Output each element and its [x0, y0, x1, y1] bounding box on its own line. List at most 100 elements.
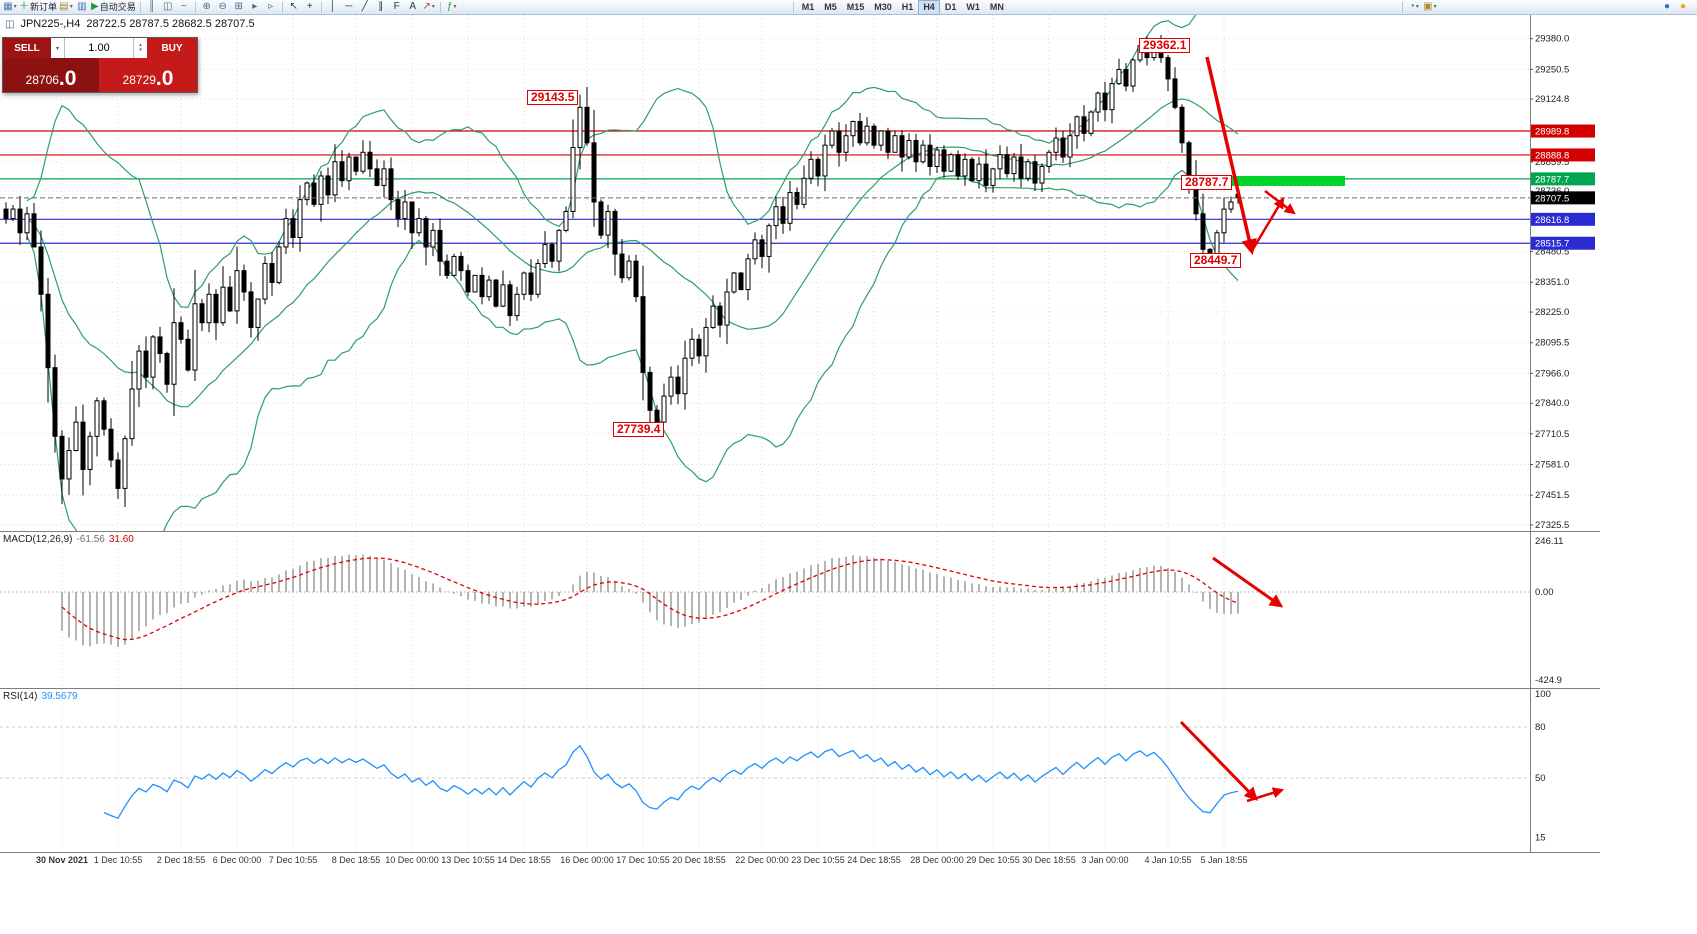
sell-price[interactable]: 28706.0: [3, 58, 99, 92]
sell-price-big-digit: .0: [58, 67, 77, 90]
timeframe-m1[interactable]: M1: [801, 1, 815, 12]
price-annotation[interactable]: 28787.7: [1181, 175, 1233, 190]
rsi-panel[interactable]: 100 80 50 15: [0, 688, 1600, 852]
trend-arrows[interactable]: [1205, 56, 1296, 256]
zoom-in-icon[interactable]: ⊕: [199, 1, 215, 14]
text-label-icon[interactable]: A: [405, 1, 421, 14]
svg-text:27325.5: 27325.5: [1535, 520, 1569, 531]
templates-icon-caret: ▾: [1433, 4, 1437, 10]
timeframe-w1[interactable]: W1: [966, 1, 980, 12]
time-axis-label: 20 Dec 18:55: [672, 855, 726, 865]
timeframe-h4[interactable]: H4: [918, 0, 940, 15]
timeframe-m5[interactable]: M5: [824, 1, 837, 12]
timeframe-m30[interactable]: M30: [874, 1, 892, 12]
price-annotation[interactable]: 29362.1: [1139, 38, 1191, 53]
macd-signal-value: 31.60: [108, 534, 134, 545]
volume-down-icon[interactable]: ▾: [139, 47, 142, 53]
buy-button[interactable]: BUY: [147, 38, 197, 58]
zoom-out-icon[interactable]: ⊖: [215, 1, 231, 14]
chart-profiles-icon-caret: ▾: [69, 4, 73, 10]
crosshair-icon[interactable]: +: [302, 1, 318, 14]
alerts-clock-icon[interactable]: ◔ ▾: [1406, 1, 1422, 14]
svg-text:28989.8: 28989.8: [1535, 127, 1569, 138]
svg-text:-424.9: -424.9: [1535, 675, 1562, 686]
horizontal-line-icon[interactable]: ─: [341, 1, 357, 14]
chart-symbol-period: JPN225-,H4: [20, 18, 81, 30]
connection-blue-icon: ●: [1663, 1, 1671, 12]
tile-windows-icon[interactable]: ⊞: [231, 1, 247, 14]
time-axis-label: 7 Dec 10:55: [268, 855, 318, 865]
time-axis-label: 4 Jan 10:55: [1144, 855, 1192, 865]
auto-scroll-icon: ▸: [252, 1, 258, 12]
fibonacci-icon[interactable]: F: [389, 1, 405, 14]
new-chart-icon[interactable]: ▦ ▾: [2, 1, 18, 14]
vertical-line-icon[interactable]: │: [325, 1, 341, 14]
auto-scroll-icon[interactable]: ▸: [247, 1, 263, 14]
rsi-trend-arrow[interactable]: [1179, 720, 1285, 803]
text-label-icon: A: [409, 1, 417, 12]
horizontal-line-icon: ─: [345, 1, 353, 12]
timeframe-m15[interactable]: M15: [846, 1, 865, 12]
svg-text:80: 80: [1535, 722, 1546, 733]
svg-text:15: 15: [1535, 833, 1546, 844]
price-annotation[interactable]: 29143.5: [527, 90, 579, 105]
cursor-group: ↖ +: [286, 1, 318, 14]
channel-icon[interactable]: ∥: [373, 1, 389, 14]
main-chart[interactable]: 29380.029250.529124.828859.528736.028480…: [0, 15, 1600, 531]
market-watch-icon[interactable]: ▥: [74, 1, 90, 14]
price-axis[interactable]: 29380.029250.529124.828859.528736.028480…: [1530, 15, 1595, 531]
svg-text:27966.0: 27966.0: [1535, 368, 1569, 379]
toolbar-separator: [792, 1, 794, 13]
macd-trend-arrow[interactable]: [1212, 556, 1284, 608]
price-annotation[interactable]: 27739.4: [613, 422, 665, 437]
timeframe-d1[interactable]: D1: [944, 1, 957, 12]
line-chart-icon: ~: [180, 1, 187, 12]
autotrading-icon[interactable]: ▶ 自动交易: [90, 1, 137, 14]
price-annotation[interactable]: 28449.7: [1190, 253, 1242, 268]
bar-chart-icon: ║: [148, 1, 156, 12]
volume-stepper[interactable]: ▴ ▾: [133, 38, 147, 58]
volume-input[interactable]: [65, 42, 133, 54]
volume-up-icon[interactable]: ▴: [139, 42, 142, 48]
indicators-icon: ƒ: [446, 1, 453, 12]
svg-text:28616.8: 28616.8: [1535, 215, 1569, 226]
new-order-icon[interactable]: ＋新订单: [18, 1, 58, 14]
cursor-icon[interactable]: ↖: [286, 1, 302, 14]
timeframe-h1[interactable]: H1: [901, 1, 914, 12]
connection-amber-icon[interactable]: ●: [1675, 1, 1691, 14]
arrows-object-icon[interactable]: ↗ ▾: [421, 1, 437, 14]
svg-text:27581.0: 27581.0: [1535, 459, 1569, 470]
chart-ohlc-header: ◫ JPN225-,H4 28722.5 28787.5 28682.5 287…: [5, 18, 255, 30]
svg-text:27710.5: 27710.5: [1535, 429, 1569, 440]
toolbar-separator: [281, 1, 283, 13]
macd-panel[interactable]: 246.11 0.00 -424.9: [0, 531, 1600, 688]
templates-icon: ▣: [1423, 1, 1433, 12]
bollinger-bands: [26, 15, 1239, 531]
toolbar-separator: [1401, 1, 1403, 13]
trendline-icon[interactable]: ╱: [357, 1, 373, 14]
line-chart-icon[interactable]: ~: [176, 1, 192, 14]
candlestick-chart-icon: ◫: [163, 1, 173, 12]
volume-dropdown-caret[interactable]: ▾: [51, 38, 65, 58]
timeframe-mn[interactable]: MN: [989, 1, 1004, 12]
time-axis-label: 1 Dec 10:55: [93, 855, 143, 865]
horizontal-level-lines[interactable]: [0, 130, 1530, 244]
bar-chart-icon[interactable]: ║: [144, 1, 160, 14]
indicators-icon[interactable]: ƒ ▾: [444, 1, 460, 14]
chart-profiles-icon[interactable]: ▤ ▾: [58, 1, 74, 14]
tile-windows-icon: ⊞: [234, 1, 243, 12]
support-highlight-bar[interactable]: [1205, 175, 1345, 186]
sell-button[interactable]: SELL: [3, 38, 51, 58]
svg-text:29250.5: 29250.5: [1535, 64, 1569, 75]
candlestick-chart-icon[interactable]: ◫: [160, 1, 176, 14]
indicators-icon-caret: ▾: [453, 4, 457, 10]
time-axis[interactable]: 30 Nov 2021 1 Dec 10:55 2 Dec 18:55 6 Dec 0…: [0, 852, 1600, 868]
connection-blue-icon[interactable]: ●: [1659, 1, 1675, 14]
chart-window: ◫ JPN225-,H4 28722.5 28787.5 28682.5 287…: [0, 15, 1600, 868]
svg-text:28095.5: 28095.5: [1535, 338, 1569, 349]
svg-text:28515.7: 28515.7: [1535, 239, 1569, 250]
crosshair-icon: +: [306, 1, 313, 12]
templates-icon[interactable]: ▣ ▾: [1422, 1, 1438, 14]
chart-shift-icon[interactable]: ▹: [263, 1, 279, 14]
buy-price[interactable]: 28729.0: [99, 58, 197, 92]
